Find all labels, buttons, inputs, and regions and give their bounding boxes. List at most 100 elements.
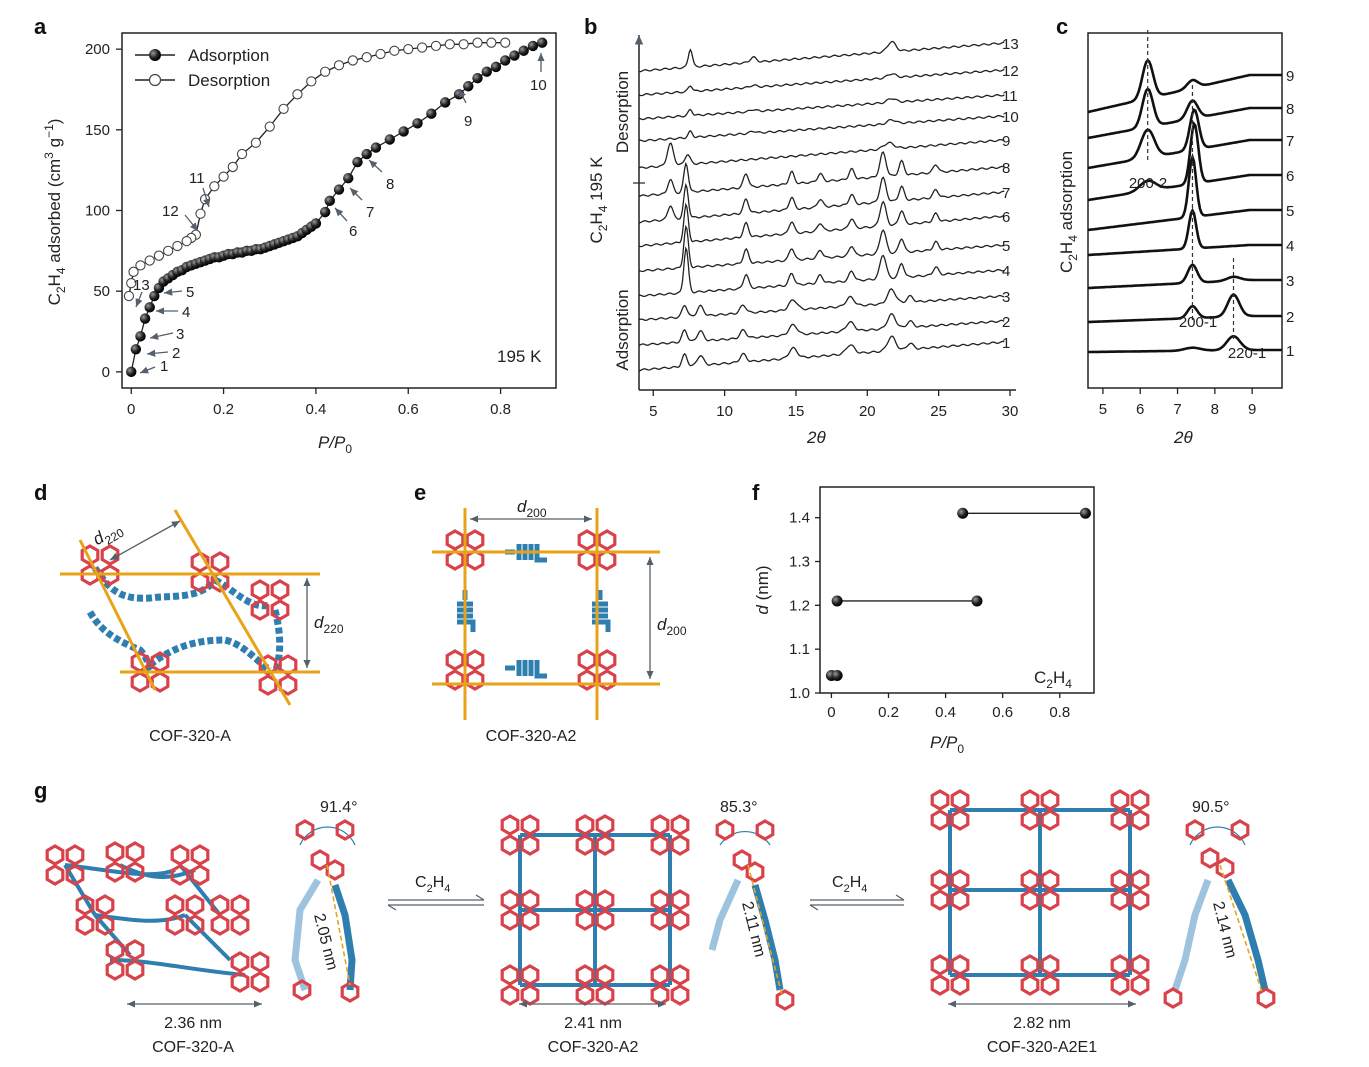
structure-caption: COF-320-A2 xyxy=(548,1039,639,1056)
adsorption-point xyxy=(463,81,474,92)
dimension-label-d220-vertical: d220 xyxy=(314,613,344,636)
x-tick-label: 0.8 xyxy=(490,401,511,418)
adsorption-point xyxy=(319,206,331,218)
desorption-point xyxy=(195,208,206,219)
x-axis-title: 2θ xyxy=(806,428,826,447)
adsorption-point xyxy=(139,313,151,324)
desorption-point xyxy=(347,55,359,66)
desorption-point xyxy=(500,37,511,48)
angle-label: 91.4° xyxy=(320,799,358,816)
x-tick-label: 0.2 xyxy=(213,401,234,418)
width-label: 2.36 nm xyxy=(164,1015,222,1032)
desorption-point xyxy=(389,45,400,56)
desorption-point xyxy=(361,52,372,63)
x-tick-label: 20 xyxy=(859,403,876,420)
point-labels: 1 2 3 4 5 6 7 8 9 10 11 12 13 xyxy=(133,53,547,375)
panel-label-a: a xyxy=(34,14,47,39)
dimension-label-d200-horizontal: d200 xyxy=(517,497,547,520)
y-axis-title: C2H4 adsorption xyxy=(1057,151,1080,273)
desorption-point xyxy=(403,43,414,55)
desorption-point xyxy=(486,37,497,48)
pxrd-curve xyxy=(639,176,1005,224)
y-axis-title: d (nm) xyxy=(753,565,772,614)
point-label: 1 xyxy=(160,358,168,375)
x-tick-label: 10 xyxy=(716,403,733,420)
pxrd-curve xyxy=(1087,152,1282,232)
y-tick-label: 1.4 xyxy=(789,510,810,527)
curve-label: 1 xyxy=(1002,335,1010,352)
desorption-point xyxy=(319,66,331,77)
curve-label: 9 xyxy=(1286,68,1294,85)
peak-label: 200-2 xyxy=(1129,175,1167,192)
curve-label: 6 xyxy=(1002,209,1010,226)
x-axis-title: 2θ xyxy=(1173,428,1193,447)
angle-label: 90.5° xyxy=(1192,799,1230,816)
plot-frame xyxy=(819,486,1095,694)
adsorption-point xyxy=(149,290,160,302)
curve-label: 4 xyxy=(1286,238,1294,255)
point-label: 13 xyxy=(133,277,150,294)
length-label: 2.05 nm xyxy=(310,912,340,972)
curve-label: 8 xyxy=(1286,101,1294,118)
adsorption-point xyxy=(509,50,520,61)
desorption-point xyxy=(375,48,386,60)
point-label: 5 xyxy=(186,284,194,301)
pxrd-curve xyxy=(638,40,1005,73)
pxrd-curve xyxy=(1087,120,1282,202)
pxrd-curve xyxy=(638,151,1005,198)
desorption-point xyxy=(292,89,303,100)
x-tick-label: 0.6 xyxy=(992,704,1013,721)
desorption-point xyxy=(135,260,146,271)
x-axis-title: P/P0 xyxy=(318,433,352,456)
pxrd-curve xyxy=(638,312,1005,347)
curve-label: 7 xyxy=(1002,185,1010,202)
curve-label: 11 xyxy=(1002,88,1018,105)
d-spacing-chart: 0 0.2 0.4 0.6 0.8 1.0 1.1 1.2 1.3 1.4 C2H4 P/P0 d… xyxy=(753,486,1095,756)
x-tick-label: 0.4 xyxy=(305,401,326,418)
legend-marker-desorption xyxy=(148,73,162,87)
x-tick-label: 0 xyxy=(827,704,835,721)
pxrd-curve xyxy=(1087,107,1282,170)
panel-label-c: c xyxy=(1056,14,1068,39)
adsorption-point xyxy=(324,195,335,207)
point-label: 6 xyxy=(349,223,357,240)
cof-320-a2-structure: d200 d200 COF-320-A2 xyxy=(432,497,687,745)
adsorption-point xyxy=(144,302,155,313)
y-axis-title: C2H4 195 K xyxy=(587,156,610,244)
linker-cof-320-a2: 85.3° 2.11 nm xyxy=(708,799,795,1011)
point-label: 4 xyxy=(182,304,190,321)
adsorption-point xyxy=(126,366,137,378)
desorption-point xyxy=(236,148,248,160)
d-spacing-point xyxy=(957,507,969,519)
point-label: 3 xyxy=(176,326,184,343)
x-tick-label: 5 xyxy=(649,403,657,420)
pxrd-curve xyxy=(1087,87,1282,140)
pxrd-curve xyxy=(639,246,1005,298)
legend-label: Desorption xyxy=(188,71,270,90)
desorption-point xyxy=(181,236,192,247)
framework-cof-320-a xyxy=(47,843,268,991)
series-line-desorption xyxy=(128,42,506,297)
x-tick-label: 30 xyxy=(1002,403,1019,420)
desorption-point xyxy=(264,121,275,132)
x-tick-label: 8 xyxy=(1211,401,1219,418)
gas-annotation: C2H4 xyxy=(1034,668,1072,691)
adsorption-point xyxy=(426,108,437,119)
pxrd-curve xyxy=(1088,334,1282,354)
y-tick-label: 150 xyxy=(85,122,110,139)
peak-label: 220-1 xyxy=(1228,345,1266,362)
point-label: 11 xyxy=(189,170,205,187)
desorption-point xyxy=(123,290,135,302)
x-tick-label: 25 xyxy=(930,403,947,420)
d-spacing-point xyxy=(831,595,843,607)
linker-cof-320-a: 91.4° 2.05 nm xyxy=(291,799,360,1003)
adsorption-point xyxy=(333,184,345,195)
curve-label: 9 xyxy=(1002,133,1010,150)
pxrd-curve xyxy=(1087,293,1282,324)
framework-cof-320-a2e1 xyxy=(932,791,1148,994)
adsorption-point xyxy=(481,66,492,77)
width-label: 2.41 nm xyxy=(564,1015,622,1032)
side-label-desorption: Desorption xyxy=(613,71,632,153)
point-label: 7 xyxy=(366,204,374,221)
